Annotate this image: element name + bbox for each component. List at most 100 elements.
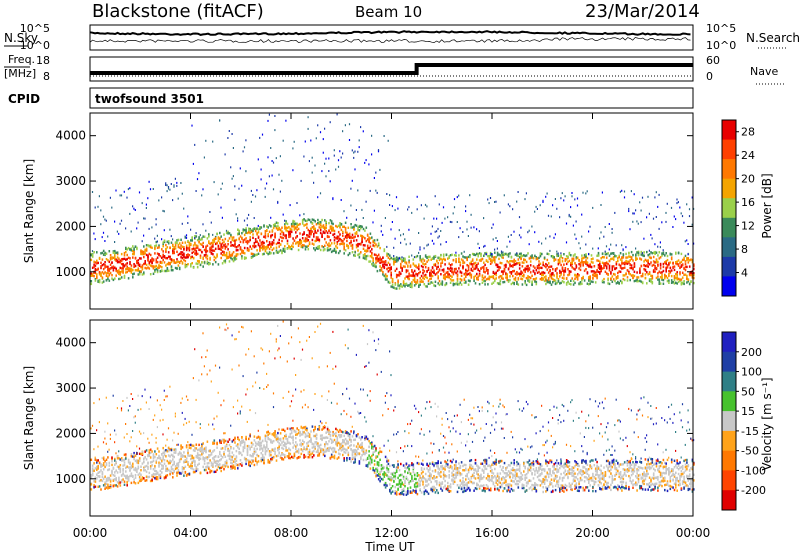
data-cell [148,180,150,183]
data-cell [449,264,452,267]
data-cell [156,426,158,429]
data-cell [104,485,106,488]
data-cell [180,444,182,447]
data-cell [187,222,189,224]
data-cell [379,246,381,250]
data-cell [264,248,267,252]
data-cell [308,450,311,454]
data-cell [556,272,558,275]
data-cell [518,252,521,256]
data-cell [149,264,152,267]
data-cell [270,453,272,457]
data-cell [163,477,166,480]
data-cell [575,220,577,223]
data-cell [362,256,365,259]
data-cell [270,441,272,444]
data-cell [545,282,547,286]
data-cell [209,454,211,457]
data-cell [234,245,236,248]
data-cell [545,265,547,269]
data-cell [96,262,98,265]
data-cell [452,282,455,285]
data-cell [261,253,264,256]
data-cell [524,198,526,201]
data-cell [304,140,306,143]
data-cell [371,256,373,259]
data-cell [643,263,645,267]
data-cell [687,278,690,281]
data-cell [130,269,133,272]
data-cell [192,162,194,165]
data-cell [357,150,359,153]
data-cell [549,275,551,278]
colorbar-swatch [722,256,736,277]
data-cell [195,421,197,424]
data-cell [574,268,576,271]
data-cell [108,268,111,271]
data-cell [144,260,146,263]
data-cell [514,253,517,256]
data-cell [639,267,641,270]
data-cell [159,404,161,407]
data-cell [310,227,312,230]
data-cell [460,271,463,274]
data-cell [172,248,174,251]
data-cell [311,171,313,174]
data-cell [360,225,362,228]
data-cell [154,477,156,480]
data-cell [416,266,419,269]
data-cell [249,227,251,231]
data-cell [296,241,298,244]
data-cell [129,440,131,443]
data-cell [582,256,584,260]
data-cell [456,196,458,199]
data-cell [576,275,579,278]
data-cell [145,470,148,473]
data-cell [165,449,167,452]
data-cell [509,278,511,282]
data-cell [111,261,113,264]
data-cell [621,244,623,247]
data-cell [192,449,195,452]
data-cell [234,258,236,261]
data-cell [169,385,171,388]
data-cell [176,463,178,467]
data-cell [263,247,265,250]
data-cell [520,277,522,280]
data-cell [543,276,546,279]
data-cell [297,223,300,227]
data-cell [174,177,176,180]
data-cell [418,265,420,268]
data-cell [308,433,311,436]
data-cell [156,269,159,272]
data-cell [651,237,653,240]
data-cell [130,436,132,439]
data-cell [238,187,240,190]
data-cell [91,467,94,470]
data-cell [271,241,274,244]
data-cell [329,244,332,247]
data-cell [455,254,457,257]
colorbar-swatch [722,178,736,199]
data-cell [597,263,600,267]
data-cell [253,447,256,450]
data-cell [416,279,419,282]
data-cell [436,267,438,270]
data-cell [655,251,658,254]
data-cell [289,442,292,445]
data-cell [652,217,655,220]
data-cell [161,459,163,462]
data-cell [96,268,98,272]
data-cell [250,252,253,255]
data-cell [241,436,243,439]
data-cell [102,458,105,461]
data-cell [250,200,252,203]
data-cell [499,275,502,278]
data-cell [453,283,456,286]
data-cell [268,243,271,246]
data-cell [397,259,399,262]
data-cell [636,271,638,274]
data-cell [194,348,196,351]
data-cell [161,408,163,411]
data-cell [579,247,581,250]
